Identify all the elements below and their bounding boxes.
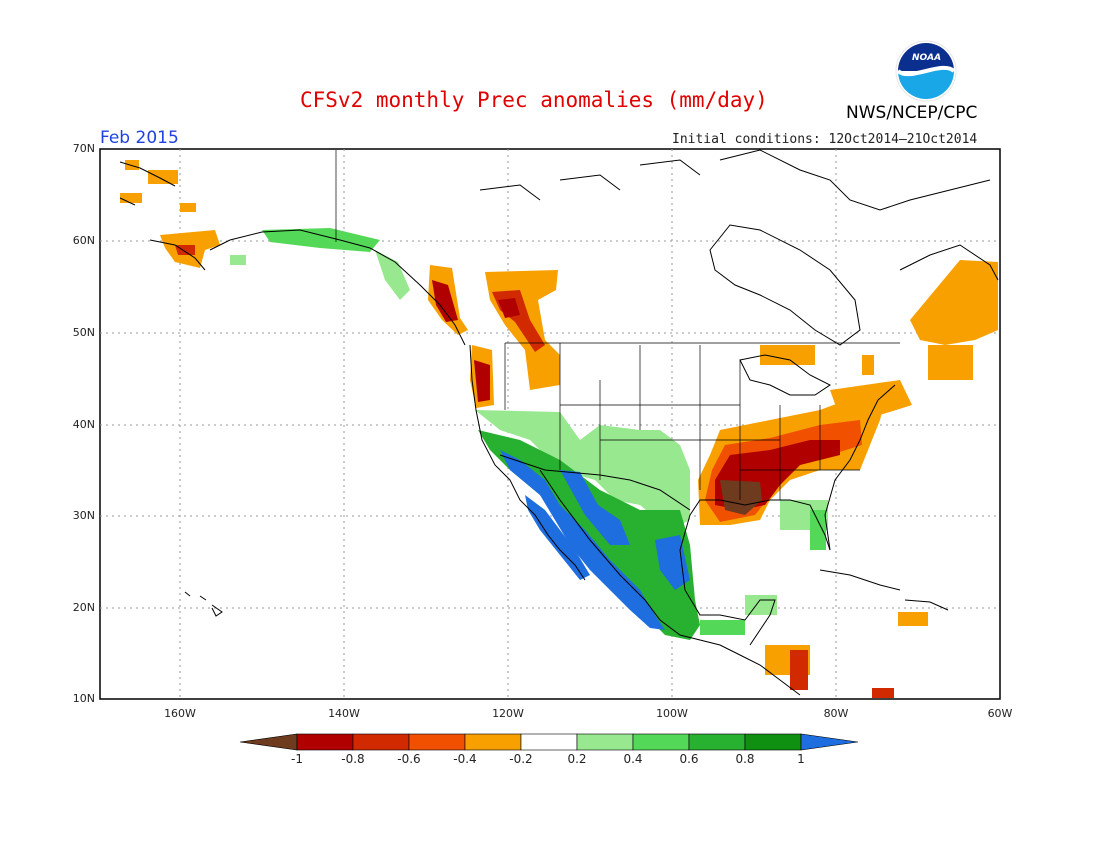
great-lakes-dry: [760, 345, 815, 365]
maritimes-dry: [928, 345, 973, 380]
alaska-dry-cell: [180, 203, 196, 212]
colorbar-label: -0.8: [341, 752, 365, 766]
quebec-dry-cell: [862, 355, 874, 375]
lat-label: 10N: [72, 692, 95, 705]
colorbar-swatch: [576, 733, 634, 751]
lon-label: 100W: [656, 707, 688, 720]
state-borders: [335, 150, 900, 500]
venezuela-dry: [872, 688, 894, 698]
caribbean-dry: [898, 612, 928, 626]
nw-mexico-wet: [655, 535, 690, 590]
colorbar-label: 0.8: [735, 752, 755, 766]
lat-label: 60N: [72, 234, 95, 247]
lat-label: 40N: [72, 418, 95, 431]
hudson-bay: [709, 224, 861, 346]
central-america-dry-core: [790, 650, 808, 690]
montana-dry-core: [498, 298, 520, 318]
hispaniola: [904, 599, 949, 611]
gulf-coast: [679, 499, 831, 646]
colorbar-swatch: [632, 733, 690, 751]
colorbar-label: 0.4: [623, 752, 643, 766]
colorbar-swatch: [408, 733, 466, 751]
northeast-dry: [830, 380, 912, 418]
colorbar: [239, 733, 859, 751]
florida-wet-core: [810, 510, 826, 550]
agency-label: NWS/NCEP/CPC: [846, 103, 978, 123]
alaska-wet-cell: [230, 255, 246, 265]
colorbar-swatch: [296, 733, 354, 751]
mx-us-border: [499, 454, 691, 511]
colorbar-arrow-low: [239, 733, 298, 751]
cuba: [819, 569, 901, 591]
alaska-dry-patch-2: [175, 245, 195, 255]
canada-arctic: [479, 149, 991, 211]
west-coast-us: [469, 344, 586, 581]
colorbar-swatch: [352, 733, 410, 751]
colorbar-swatch: [688, 733, 746, 751]
lon-label: 120W: [492, 707, 524, 720]
lon-label: 160W: [164, 707, 196, 720]
colorbar-swatch: [520, 733, 578, 751]
colorbar-label: -1: [291, 752, 303, 766]
mexico-pacific-coast: [539, 469, 801, 696]
washington-dry-core: [474, 360, 490, 402]
interior-mexico-heavy: [560, 470, 630, 545]
mexico-wet-heavy: [500, 450, 665, 630]
lon-label: 60W: [987, 707, 1013, 720]
noaa-logo: NOAA: [895, 40, 957, 102]
bc-coast-wet: [375, 250, 410, 300]
quebec-labrador-dry: [910, 260, 998, 345]
east-coast-us: [824, 384, 896, 551]
colorbar-label: -0.6: [397, 752, 421, 766]
lat-label: 50N: [72, 326, 95, 339]
lat-label: 70N: [72, 142, 95, 155]
great-lakes: [739, 354, 831, 396]
alaska-dry-cell: [148, 170, 178, 184]
bc-coast-dry-core: [432, 280, 458, 322]
lon-label: 80W: [823, 707, 849, 720]
forecast-month: Feb 2015: [100, 128, 179, 148]
colorbar-label: -0.2: [509, 752, 533, 766]
colorbar-arrow-high: [800, 733, 859, 751]
alaska-dry-cell: [120, 193, 142, 203]
alaska-wet-strip: [262, 228, 380, 252]
colorbar-label: 0.2: [567, 752, 587, 766]
colorbar-label: 1: [797, 752, 805, 766]
alaska-coast: [119, 161, 466, 346]
colorbar-swatch: [464, 733, 522, 751]
labrador-coast: [899, 244, 999, 281]
noaa-logo-text: NOAA: [912, 53, 942, 63]
central-america-wet: [700, 620, 745, 635]
gulf-coast-very-dry: [720, 480, 762, 515]
baja-wet: [525, 495, 590, 580]
colorbar-label: -0.4: [453, 752, 477, 766]
lat-label: 20N: [72, 601, 95, 614]
yucatan-wet: [745, 595, 777, 615]
coastlines: [119, 149, 999, 696]
alaska-dry-cell: [125, 160, 139, 170]
colorbar-swatch: [744, 733, 802, 751]
initial-conditions: Initial conditions: 12Oct2014–21Oct2014: [672, 132, 978, 147]
chart-title: CFSv2 monthly Prec anomalies (mm/day): [300, 88, 768, 112]
lat-label: 30N: [72, 509, 95, 522]
lon-label: 140W: [328, 707, 360, 720]
hawaii: [184, 591, 223, 617]
colorbar-label: 0.6: [679, 752, 699, 766]
